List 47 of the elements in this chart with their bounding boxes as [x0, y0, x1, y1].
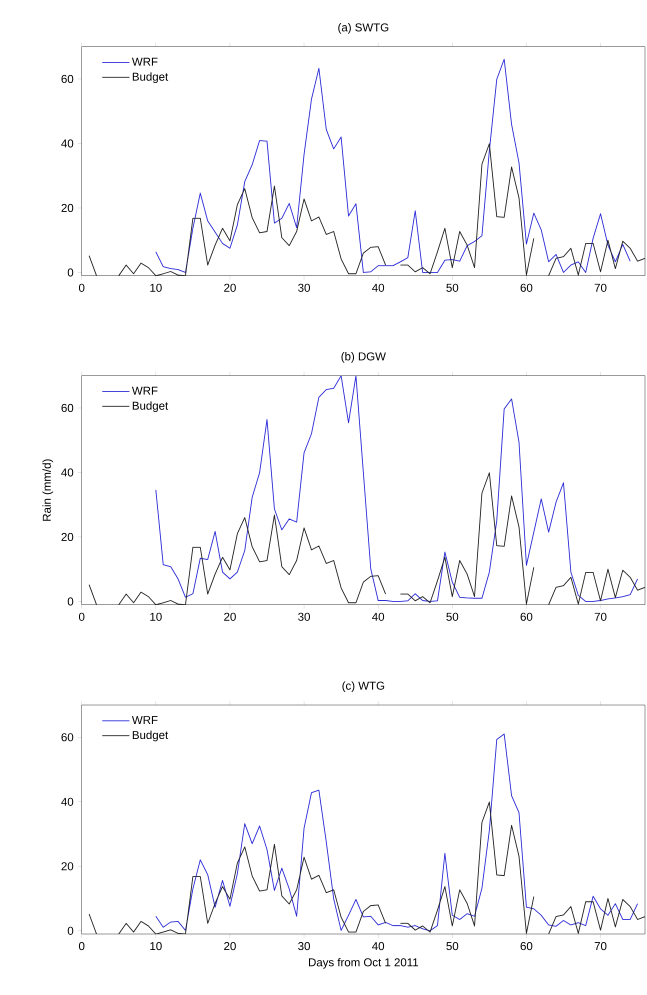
x-tick-label: 60 [520, 284, 532, 292]
y-tick-label: 20 [62, 204, 74, 212]
x-tick-label: 30 [298, 284, 310, 292]
x-tick-label: 0 [78, 284, 84, 292]
legend-label: Budget [132, 730, 168, 742]
x-tick-label: 0 [78, 612, 84, 621]
x-tick-label: 20 [224, 284, 236, 292]
x-tick-label: 60 [520, 942, 532, 950]
x-tick-label: 30 [298, 612, 310, 621]
x-tick-label: 50 [446, 942, 458, 950]
x-tick-label: 30 [298, 942, 310, 950]
y-tick-label: 20 [62, 532, 74, 542]
x-tick-label: 10 [150, 612, 162, 621]
y-tick-label: 60 [62, 74, 74, 84]
y-tick-label: 20 [62, 862, 74, 870]
legend-label: WRF [132, 716, 158, 724]
y-tick-label: 0 [68, 268, 74, 277]
x-tick-label: 50 [446, 612, 458, 621]
y-tick-label: 60 [62, 404, 74, 412]
x-tick-label: 20 [224, 612, 236, 621]
chart-title: (a) SWTG [338, 23, 388, 34]
x-tick-label: 70 [594, 942, 606, 950]
y-tick-label: 60 [62, 733, 74, 742]
x-tick-label: 60 [520, 612, 532, 621]
x-tick-label: 10 [150, 942, 162, 950]
chart-title: (b) DGW [341, 352, 386, 363]
x-axis-title: Days from Oct 1 2011 [309, 958, 418, 969]
x-tick-label: 40 [372, 612, 384, 621]
x-tick-label: 40 [372, 284, 384, 292]
legend-label: Budget [132, 72, 168, 84]
x-tick-label: 70 [594, 612, 606, 621]
x-tick-label: 70 [594, 284, 606, 292]
x-tick-label: 50 [446, 284, 458, 292]
y-tick-label: 40 [61, 798, 74, 806]
chart-title: (c) WTG [342, 681, 384, 692]
y-axis-title: Rain (mm/d) [42, 459, 54, 521]
legend-label: WRF [132, 58, 158, 66]
legend-label: WRF [132, 386, 158, 395]
x-tick-label: 20 [224, 942, 236, 950]
legend-label: Budget [132, 401, 168, 412]
y-tick-label: 40 [61, 468, 74, 477]
y-tick-label: 40 [61, 139, 74, 148]
x-tick-label: 10 [150, 284, 162, 292]
x-tick-label: 40 [372, 942, 384, 950]
x-tick-label: 0 [78, 942, 84, 950]
y-tick-label: 0 [68, 597, 74, 606]
y-tick-label: 0 [68, 926, 74, 935]
